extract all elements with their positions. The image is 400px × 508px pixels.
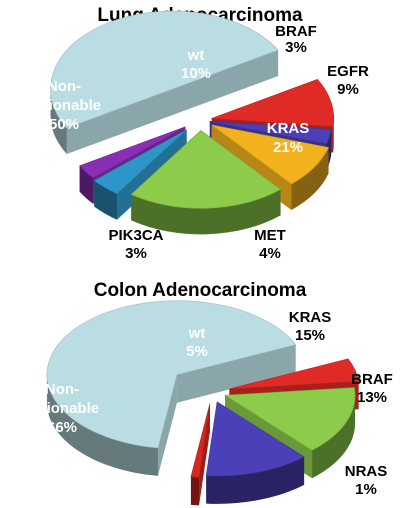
- slice-braf: [205, 401, 305, 504]
- slice-top-kras: [130, 129, 282, 209]
- slice-name: EGFR: [327, 63, 369, 80]
- colon-labels: wt 5% KRAS 15% BRAF 13% NRAS 1% Non-actionable 66…: [25, 309, 393, 498]
- slice-name: BRAF: [275, 23, 317, 40]
- slice-label-egfr: EGFR 9%: [327, 63, 369, 98]
- slice-value: 1%: [355, 481, 377, 498]
- slice-rim: [206, 456, 305, 504]
- slice-name: BRAF: [351, 371, 393, 388]
- slice-label-braf: BRAF 13%: [351, 371, 393, 406]
- slice-wall: [66, 89, 173, 155]
- slice-nras: [190, 403, 211, 506]
- slice-rim: [46, 374, 158, 476]
- slice-label-non-actionable: Non-actionable 66%: [25, 381, 99, 436]
- slice-value: 10%: [181, 65, 211, 82]
- slice-label-non-actionable: Non-actionable 50%: [27, 78, 101, 133]
- slice-value: 3%: [285, 39, 307, 56]
- slice-top-braf: [209, 120, 332, 145]
- slice-kras: [130, 129, 282, 235]
- slice-value: 15%: [295, 327, 325, 344]
- slice-name: KRAS: [289, 309, 332, 326]
- slice-top-wt: [229, 358, 360, 390]
- chart-title-colon: Colon Adenocarcinoma: [94, 280, 307, 301]
- colon-pie: [46, 300, 360, 506]
- slice-rim: [312, 395, 356, 479]
- slice-rim: [94, 180, 117, 220]
- slice-rim: [131, 189, 281, 235]
- slice-top-non-actionable: [46, 300, 297, 449]
- slice-rim: [333, 118, 334, 153]
- lung-labels: wt 10%BRAF 3%EGFR 9%KRAS 21%MET 4%PIK3CA 3%Non…: [27, 23, 369, 262]
- slice-value: 50%: [49, 116, 79, 133]
- slice-value: 4%: [259, 245, 281, 262]
- slice-label-kras: KRAS 15%: [289, 309, 332, 344]
- slice-rim: [291, 147, 329, 211]
- slice-label-wt: wt 10%: [181, 47, 211, 82]
- slice-name: actionable: [25, 400, 99, 417]
- slice-value: 13%: [357, 389, 387, 406]
- slice-label-nras: NRAS 1%: [345, 463, 388, 498]
- slice-top-pik3ca: [79, 126, 186, 179]
- slice-rim: [190, 476, 200, 506]
- slice-wall: [172, 50, 279, 116]
- slice-value: 5%: [186, 343, 208, 360]
- slice-wall: [176, 344, 296, 403]
- slice-top-non-actionable: [50, 10, 279, 129]
- slice-top-braf: [205, 401, 305, 477]
- slice-name: actionable: [27, 97, 101, 114]
- slice-label-braf: BRAF 3%: [275, 23, 317, 56]
- slice-label-met: MET 4%: [254, 227, 286, 262]
- slice-top-kras: [224, 387, 356, 451]
- slice-value: 3%: [125, 245, 147, 262]
- lung-pie: [50, 10, 334, 235]
- slice-label-kras: KRAS 21%: [267, 120, 310, 156]
- slice-name: NRAS: [345, 463, 388, 480]
- slice-label-pik3ca: PIK3CA 3%: [108, 227, 163, 262]
- slice-top-met: [93, 129, 187, 195]
- slice-label-wt: wt 5%: [186, 325, 208, 360]
- slice-name: MET: [254, 227, 286, 244]
- slice-rim: [50, 89, 67, 155]
- slice-top-wt: [211, 79, 334, 127]
- slice-name: KRAS: [267, 120, 310, 137]
- slice-name: Non-: [45, 381, 79, 398]
- slice-name: PIK3CA: [108, 227, 163, 244]
- slice-value: 66%: [47, 419, 77, 436]
- slice-name: wt: [187, 47, 205, 64]
- slice-value: 9%: [337, 81, 359, 98]
- slice-name: Non-: [47, 78, 81, 95]
- slice-name: wt: [188, 325, 206, 342]
- slice-top-egfr: [211, 124, 329, 185]
- slice-wall: [157, 374, 177, 476]
- slice-non-actionable: [50, 10, 279, 155]
- slice-value: 21%: [273, 139, 303, 156]
- slice-non-actionable: [46, 300, 297, 476]
- slice-top-nras: [190, 403, 211, 478]
